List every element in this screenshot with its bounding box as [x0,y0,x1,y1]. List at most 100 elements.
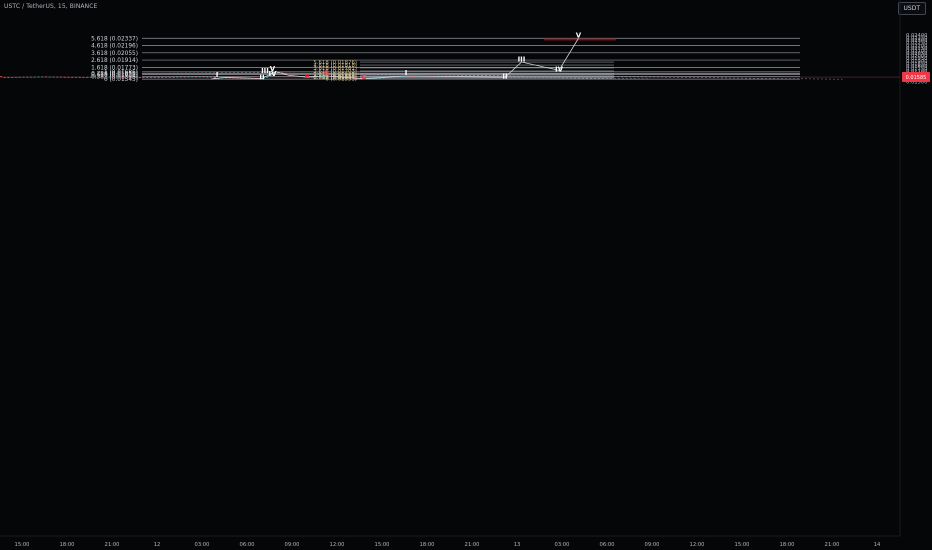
candle-body [119,76,123,78]
x-tick-label: 14 [874,542,881,548]
candle-body [213,76,216,79]
y-tick-label: 0.02100 [906,48,927,54]
candle-body [104,76,108,78]
candle-body [93,76,96,78]
candle-body [29,76,33,78]
candle-body [187,76,190,78]
elliott-wave-path [210,38,579,80]
candle-body [56,76,59,78]
fib-level-label: 4.618 (0.02196) [91,44,138,50]
y-tick-label: 0.02350 [906,36,927,42]
candle-body [127,76,130,78]
y-tick-label: 0.01900 [906,59,927,65]
candle-body [224,77,228,79]
candle-body [123,76,126,78]
candle-body [63,76,66,78]
candle-body [157,77,160,78]
x-tick-label: 13 [514,542,521,548]
candle-body [284,73,288,75]
candle-body [33,76,36,78]
y-tick-label: 0.02050 [906,51,927,57]
x-tick-label: 12:00 [330,542,345,548]
candle-body [7,77,10,78]
current-price-value: 0.01585 [906,75,927,81]
wave-label: V [576,32,582,40]
candle-body [59,76,63,78]
wave-label: IV [555,65,564,73]
y-tick-label: 0.01500 [906,79,927,85]
fib-small-level-label: 3.618 (0.01761) [313,66,357,72]
candle-body [281,72,284,74]
candle-body [37,76,40,78]
candle-body [172,77,175,78]
fib-small-level-label: 5.618 (0.01876) [313,60,357,66]
x-tick-label: 21:00 [825,542,840,548]
candle-body [26,76,29,78]
current-price-tag [902,72,930,83]
candle-body [191,76,194,78]
fib-level-label: 0.786 (0.01656) [91,71,138,77]
wave-label: C [361,74,366,82]
y-tick-label: 0.01800 [906,64,927,70]
candle-body [179,76,183,78]
candle-body [168,76,171,78]
wave-label: I [405,69,408,77]
candle-body [89,76,93,78]
candle-body [112,76,115,78]
fib-level-label: 1.618 (0.01773) [91,65,138,71]
candle-body [71,76,74,78]
y-tick-label: 0.02250 [906,41,927,47]
x-tick-label: 09:00 [285,542,300,548]
x-tick-label: 18:00 [780,542,795,548]
x-tick-label: 09:00 [645,542,660,548]
candle-body [48,76,51,78]
candle-body [461,76,464,78]
x-tick-label: 18:00 [420,542,435,548]
candle-body [3,76,6,78]
wave-label: I [216,71,219,79]
x-tick-label: 15:00 [15,542,30,548]
candle-body [149,77,153,78]
candle-body [164,76,168,78]
wave-label: B [324,69,329,77]
y-tick-label: 0.02200 [906,43,927,49]
y-tick-label: 0.02300 [906,38,927,44]
fib-small-level-label: 2.618 (0.01703) [313,69,357,75]
wave-label: II [259,74,264,82]
y-tick-label: 0.01850 [906,61,927,67]
candle-body [198,76,201,78]
candle-body [67,76,70,78]
wave-label: II [502,72,507,80]
candle-body [209,76,213,78]
candle-body [101,76,104,78]
x-tick-label: 21:00 [105,542,120,548]
fib-small-level-label: 4.618 (0.01818) [313,63,357,69]
x-tick-label: 06:00 [600,542,615,548]
candle-body [22,76,25,78]
candle-body [138,77,141,78]
candle-body [131,76,134,78]
fib-small-level-label: 0.618 (0.01587) [313,75,357,81]
candle-body [146,77,149,78]
wave-label: III [518,56,526,64]
fib-level-label: 1 (0.01686) [104,70,138,76]
candle-body [0,76,3,78]
candle-body [116,76,119,78]
candle-body [408,75,411,77]
candle-body [14,76,18,78]
x-tick-label: 03:00 [195,542,210,548]
candle-body [322,76,325,78]
x-tick-label: 03:00 [555,542,570,548]
fib-level-label: 0.618 (0.01632) [91,73,138,79]
candle-body [288,74,291,76]
wave-label: IV [268,70,277,78]
candle-body [389,76,393,78]
y-tick-label: 0.01750 [906,67,927,73]
candle-body [161,77,164,78]
currency-badge[interactable]: USDT [897,2,926,15]
candle-body [44,76,48,78]
candle-body [11,76,14,78]
x-tick-label: 21:00 [465,542,480,548]
x-tick-label: 12:00 [690,542,705,548]
